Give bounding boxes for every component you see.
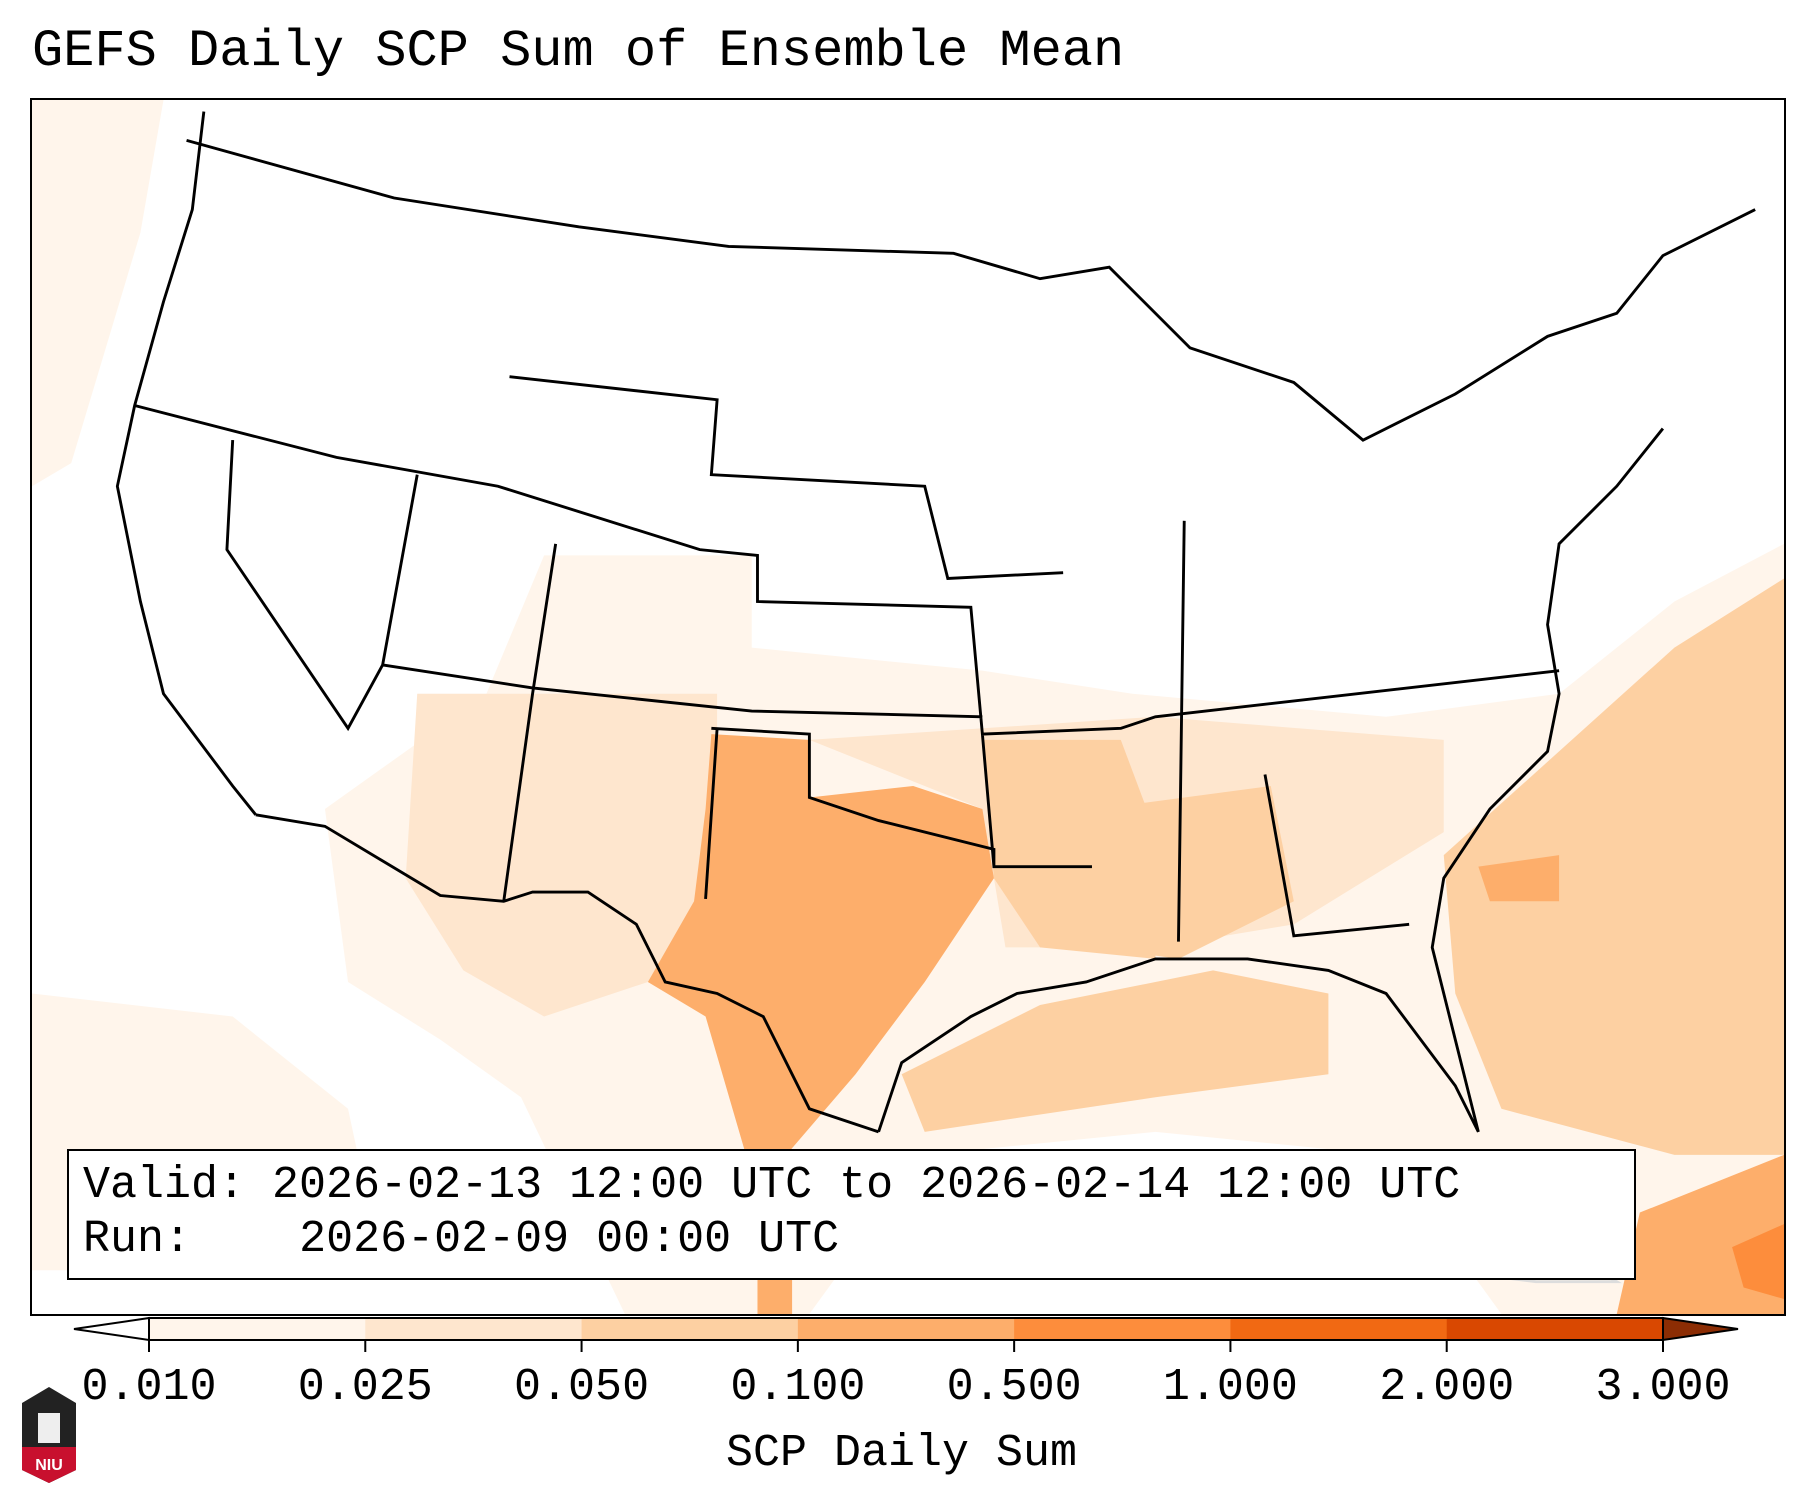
colorbar-tick-label: 0.500	[946, 1362, 1082, 1413]
shade-atlantic-core	[1478, 855, 1560, 902]
scp-shading	[32, 100, 1784, 1314]
us-canada-border	[186, 138, 1756, 442]
run-value: 2026-02-09 00:00 UTC	[299, 1214, 840, 1265]
colorbar-segment	[1230, 1318, 1448, 1340]
svg-text:NIU: NIU	[35, 1457, 63, 1474]
colorbar-tick-label: 0.025	[297, 1362, 433, 1413]
us-mexico-border	[255, 813, 880, 1134]
colorbar-tick-label: 1.000	[1162, 1362, 1298, 1413]
colorbar-segment	[149, 1318, 366, 1340]
shade-texas-core	[647, 734, 994, 1155]
run-label: Run:	[83, 1214, 192, 1265]
colorbar-segment	[797, 1318, 1015, 1340]
pacific-coastline	[115, 111, 257, 816]
colorbar-label: SCP Daily Sum	[725, 1428, 1078, 1479]
shade-gulf	[901, 970, 1329, 1132]
colorbar-segment	[581, 1318, 799, 1340]
colorbar-segment	[365, 1318, 583, 1340]
map-panel	[30, 98, 1786, 1316]
state-lines	[134, 375, 1560, 942]
shade-southeast	[1097, 785, 1294, 959]
valid-label: Valid:	[83, 1160, 246, 1211]
colorbar-under-extend	[73, 1316, 150, 1342]
shade-atlantic	[1443, 578, 1784, 1155]
colorbar-tick-label: 3.000	[1595, 1362, 1731, 1413]
colorbar-outline	[148, 1317, 1664, 1341]
niu-logo: NIU	[22, 1387, 76, 1483]
shade-pacific-nw	[32, 100, 164, 487]
political-boundaries	[115, 111, 1756, 1284]
colorbar-tick-label: 0.050	[514, 1362, 650, 1413]
colorbar-tick-label: 0.100	[730, 1362, 866, 1413]
shade-caribbean-core	[1732, 1224, 1784, 1300]
colorbar-tick-label: 0.010	[81, 1362, 217, 1413]
gulf-coastline	[877, 427, 1665, 1133]
shade-southwest	[405, 693, 718, 1017]
colorbar-over-extend	[1662, 1316, 1739, 1342]
map-canvas	[32, 100, 1784, 1314]
colorbar-tick-label: 2.000	[1379, 1362, 1515, 1413]
map-title: GEFS Daily SCP Sum of Ensemble Mean	[32, 22, 1125, 81]
colorbar-segment	[1014, 1318, 1231, 1340]
validity-info-box: Valid: 2026-02-13 12:00 UTC to 2026-02-1…	[67, 1149, 1636, 1280]
colorbar	[73, 1316, 1739, 1352]
colorbar-segment	[1446, 1318, 1664, 1340]
valid-value: 2026-02-13 12:00 UTC to 2026-02-14 12:00…	[272, 1160, 1461, 1211]
